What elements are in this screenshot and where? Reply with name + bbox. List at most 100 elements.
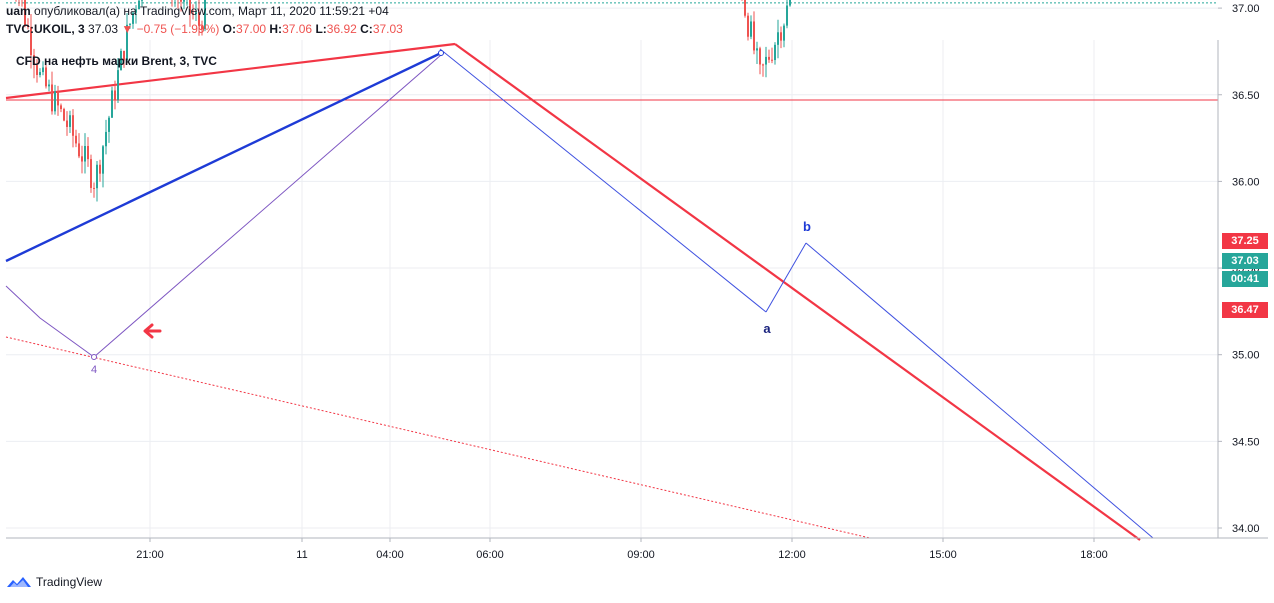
countdown-label: 00:41 [1222, 271, 1268, 287]
candle-body [201, 25, 203, 30]
candle-body [132, 12, 134, 24]
x-tick-label: 04:00 [376, 549, 404, 561]
symbol-line: TVC:UKOIL, 3 37.03 ▼ −0.75 (−1.99%) O:37… [6, 22, 403, 36]
candle-body [72, 115, 74, 136]
wave-label-a: a [763, 321, 771, 336]
candle-body [789, 0, 791, 6]
candle-body [744, 0, 746, 16]
candle-body [756, 48, 758, 51]
open-value: 37.00 [236, 22, 267, 36]
last-price: 37.03 [88, 22, 119, 36]
candle-body [774, 44, 776, 61]
candle-body [69, 115, 71, 127]
candle-body [45, 67, 47, 87]
candle-body [108, 117, 110, 132]
price-change: ▼ −0.75 (−1.99%) [121, 22, 220, 36]
candle-body [180, 0, 182, 2]
candle-body [102, 146, 104, 174]
candle-body [60, 105, 62, 110]
close-value: 37.03 [372, 22, 403, 36]
price-label-low: 36.47 [1222, 302, 1268, 318]
candle-body [183, 0, 185, 2]
open-label: O: [222, 22, 237, 36]
candle-body [114, 90, 116, 100]
candle-body [780, 32, 782, 41]
high-label: H: [269, 22, 283, 36]
candle-body [762, 64, 764, 66]
trendline-dotted-red [5, 336, 871, 539]
candle-body [138, 0, 140, 10]
candle-body [66, 120, 68, 127]
y-tick-label: 36.50 [1232, 90, 1260, 102]
high-value: 37.06 [282, 22, 313, 36]
trendline-blue [5, 51, 442, 263]
candle-body [93, 187, 95, 189]
channel-line-lower [439, 48, 767, 313]
candle-body [96, 164, 98, 189]
legend-title: CFD на нефть марки Brent, 3, TVC [16, 54, 217, 68]
candle-body [195, 12, 197, 15]
y-tick-label: 34.50 [1232, 436, 1260, 448]
candle-body [189, 0, 191, 14]
candle-body [99, 164, 101, 174]
candle-body [123, 50, 125, 61]
wave-pivot-top [438, 50, 444, 56]
wave-pivot-4 [91, 354, 97, 360]
wave-label-4: 4 [91, 364, 97, 376]
low-label: L: [315, 22, 327, 36]
wave-label-b: b [803, 219, 811, 234]
wave-line-purple [5, 54, 442, 358]
candle-body [87, 145, 89, 160]
wave-ab-line [765, 242, 807, 313]
candle-body [204, 0, 206, 30]
x-tick-label: 06:00 [476, 549, 504, 561]
candle-body [768, 56, 770, 60]
candle-body [57, 91, 59, 106]
publish-line: uam опубликовал(а) на TradingView.com, М… [6, 4, 389, 18]
symbol[interactable]: TVC:UKOIL, 3 [6, 22, 85, 36]
brand-name: TradingView [36, 575, 103, 589]
candle-body [33, 55, 35, 65]
x-tick-label: 21:00 [136, 549, 164, 561]
trendlines [5, 2, 1218, 541]
candle-body [120, 50, 122, 71]
candle-body [48, 84, 50, 87]
candle-body [105, 131, 107, 147]
x-tick-label: 11 [296, 549, 307, 561]
candle-body [27, 25, 29, 28]
candle-body [750, 21, 752, 37]
candle-body [78, 143, 80, 157]
candle-body [63, 109, 65, 121]
candle-body [42, 67, 44, 73]
tradingview-logo-icon [7, 577, 31, 587]
low-value: 36.92 [326, 22, 357, 36]
y-tick-label: 37.00 [1232, 3, 1260, 15]
candle-body [759, 48, 761, 65]
username[interactable]: uam [6, 4, 31, 18]
trendline-descending-red [454, 43, 1141, 541]
candle-body [51, 84, 53, 112]
candle-body [747, 15, 749, 37]
chart-grid [6, 7, 1218, 538]
candle-body [126, 24, 128, 61]
trendline-upper-red [5, 42, 456, 100]
candle-body [90, 159, 92, 188]
candle-body [39, 72, 41, 75]
candle-body [81, 156, 83, 162]
x-tick-label: 12:00 [778, 549, 806, 561]
candle-body [75, 135, 77, 144]
y-tick-label: 34.00 [1232, 523, 1260, 535]
channel-projection-line [805, 242, 1154, 539]
candle-body [765, 56, 767, 65]
candle-body [135, 9, 137, 13]
axes: 34.0034.5035.0035.5036.0036.5037.0037.50… [6, 3, 1268, 561]
x-tick-label: 18:00 [1080, 549, 1108, 561]
candle-body [141, 0, 143, 1]
candle-body [771, 59, 773, 61]
candle-body [24, 0, 26, 26]
price-label-high: 37.25 [1222, 233, 1268, 249]
footer-brand[interactable]: TradingView [6, 575, 102, 589]
candle-body [192, 13, 194, 15]
annotations: 4 a b CFD на нефть марки Brent, 3, TVC [16, 54, 811, 376]
